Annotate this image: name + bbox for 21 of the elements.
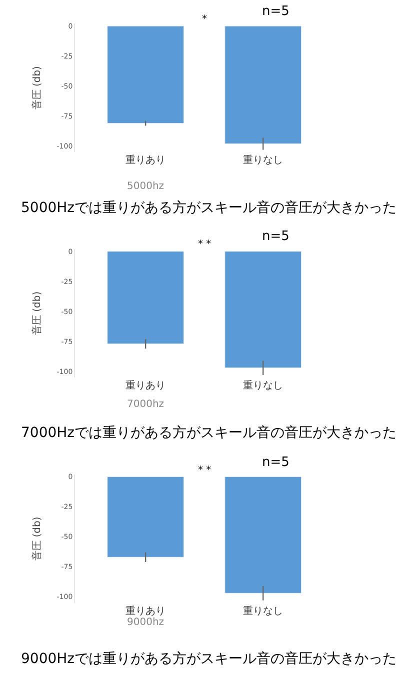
annotation: * * <box>198 239 212 250</box>
x-tick-label: 重りなし <box>243 379 284 392</box>
y-axis-title: 音圧 (db) <box>30 66 43 110</box>
text: 9000Hzでは重りがある方がスキール音の音圧が大きかった <box>21 651 397 667</box>
x-tick-label: 重りなし <box>243 604 284 617</box>
text: 5000Hzでは重りがある方がスキール音の音圧が大きかった <box>21 200 397 216</box>
text: n=5 <box>262 4 290 19</box>
text: 7000Hzでは重りがある方がスキール音の音圧が大きかった <box>21 425 397 441</box>
x-tick-label: 重りあり <box>126 379 166 392</box>
x-axis-title: 7000hz <box>127 399 164 410</box>
y-axis-title: 音圧 (db) <box>30 291 43 336</box>
x-tick-label: 重りあり <box>126 604 166 617</box>
x-tick-label: 重りなし <box>243 154 284 166</box>
y-axis-title: 音圧 (db) <box>30 516 43 560</box>
text: n=5 <box>262 455 290 470</box>
text: n=5 <box>262 229 290 244</box>
annotation: * <box>202 14 207 25</box>
annotation: * * <box>198 465 212 476</box>
x-axis-title: 5000hz <box>127 181 164 192</box>
x-axis-title: 9000hz <box>127 617 164 628</box>
x-tick-label: 重りあり <box>126 154 166 166</box>
